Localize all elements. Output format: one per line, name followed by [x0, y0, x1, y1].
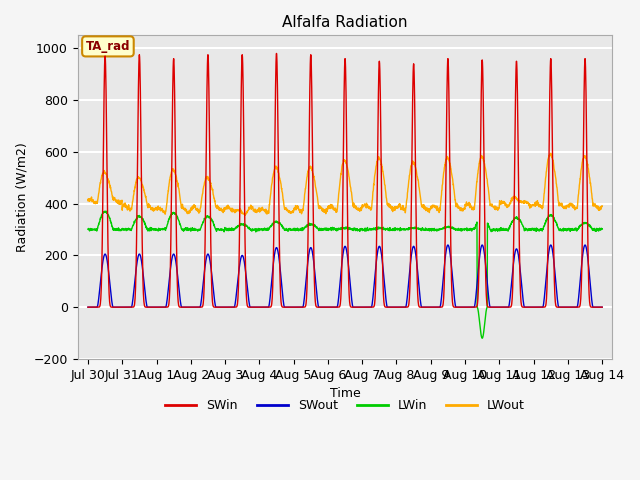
- Y-axis label: Radiation (W/m2): Radiation (W/m2): [15, 142, 28, 252]
- Text: TA_rad: TA_rad: [86, 40, 130, 53]
- Title: Alfalfa Radiation: Alfalfa Radiation: [282, 15, 408, 30]
- Legend: SWin, SWout, LWin, LWout: SWin, SWout, LWin, LWout: [160, 395, 530, 418]
- X-axis label: Time: Time: [330, 387, 360, 400]
